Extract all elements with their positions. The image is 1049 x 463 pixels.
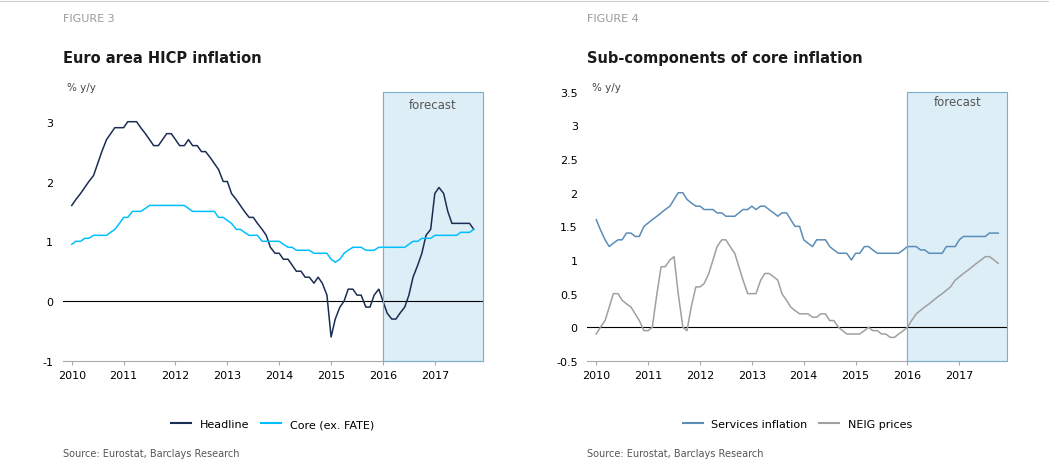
Bar bbox=[907, 93, 1007, 361]
Bar bbox=[383, 93, 483, 361]
Text: forecast: forecast bbox=[409, 99, 456, 112]
Legend: Services inflation, NEIG prices: Services inflation, NEIG prices bbox=[678, 415, 917, 434]
Text: Source: Eurostat, Barclays Research: Source: Eurostat, Barclays Research bbox=[587, 448, 764, 458]
Text: Source: Eurostat, Barclays Research: Source: Eurostat, Barclays Research bbox=[63, 448, 239, 458]
Legend: Headline, Core (ex. FATE): Headline, Core (ex. FATE) bbox=[167, 415, 379, 434]
Text: Sub-components of core inflation: Sub-components of core inflation bbox=[587, 51, 863, 66]
Text: forecast: forecast bbox=[934, 96, 981, 109]
Text: Euro area HICP inflation: Euro area HICP inflation bbox=[63, 51, 261, 66]
Bar bbox=[383, 93, 483, 361]
Text: % y/y: % y/y bbox=[592, 82, 621, 93]
Text: FIGURE 4: FIGURE 4 bbox=[587, 14, 639, 24]
Bar bbox=[907, 93, 1007, 361]
Text: FIGURE 3: FIGURE 3 bbox=[63, 14, 114, 24]
Text: % y/y: % y/y bbox=[67, 82, 97, 93]
